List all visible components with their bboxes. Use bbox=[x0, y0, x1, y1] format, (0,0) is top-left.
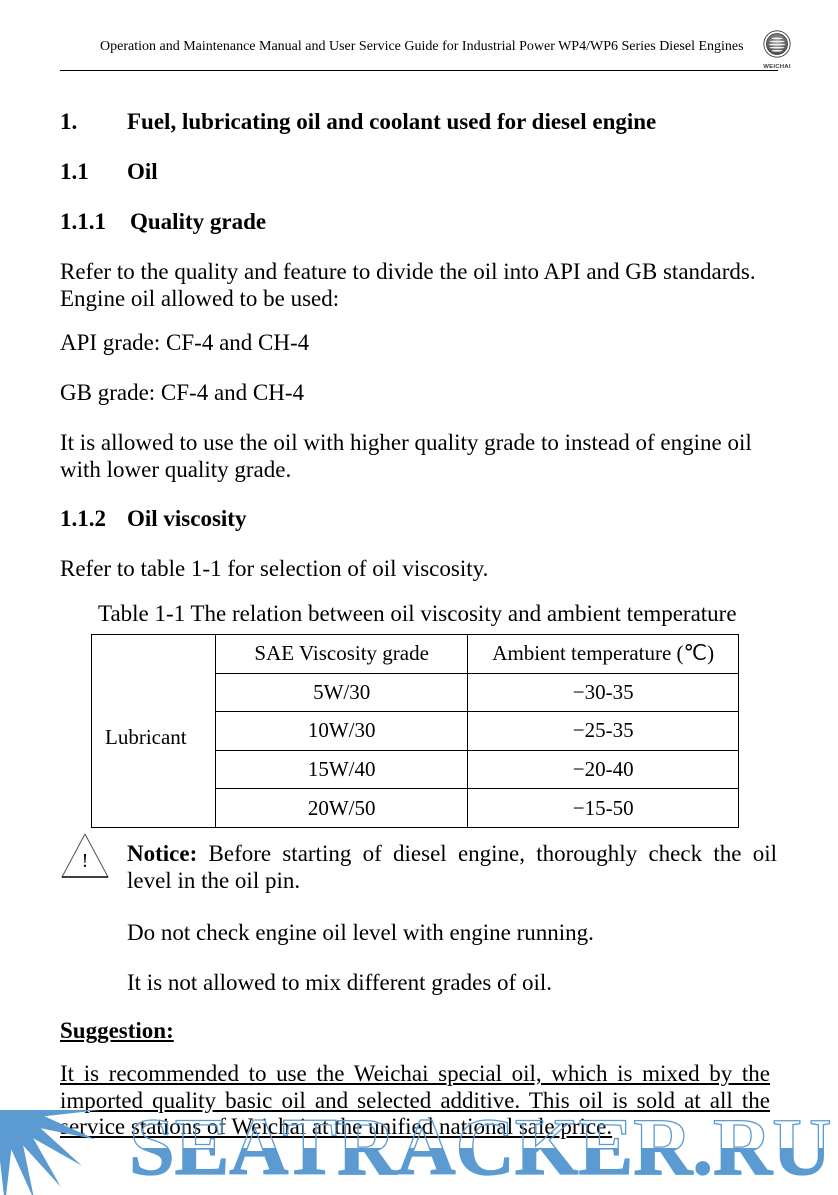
svg-text:!: ! bbox=[82, 850, 89, 872]
